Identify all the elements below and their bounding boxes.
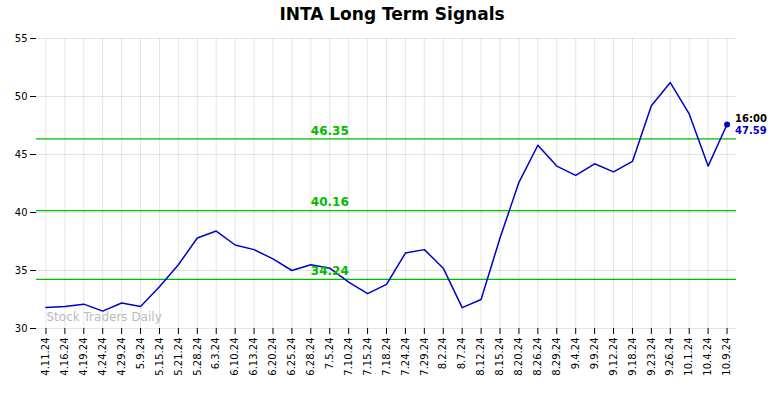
svg-text:6.28.24: 6.28.24 xyxy=(305,338,316,376)
svg-text:40.16: 40.16 xyxy=(311,195,349,209)
svg-text:5.28.24: 5.28.24 xyxy=(192,338,203,376)
svg-text:40: 40 xyxy=(15,207,28,218)
svg-text:7.18.24: 7.18.24 xyxy=(381,338,392,376)
svg-text:4.24.24: 4.24.24 xyxy=(97,338,108,376)
svg-text:6.3.24: 6.3.24 xyxy=(210,338,221,370)
svg-text:6.20.24: 6.20.24 xyxy=(267,338,278,376)
svg-text:55: 55 xyxy=(15,33,28,44)
svg-text:46.35: 46.35 xyxy=(311,124,349,138)
svg-text:8.29.24: 8.29.24 xyxy=(551,338,562,376)
svg-text:9.18.24: 9.18.24 xyxy=(627,338,638,376)
svg-text:7.15.24: 7.15.24 xyxy=(362,338,373,376)
svg-text:10.1.24: 10.1.24 xyxy=(683,338,694,376)
svg-text:Stock Traders Daily: Stock Traders Daily xyxy=(47,310,162,324)
svg-text:4.19.24: 4.19.24 xyxy=(78,338,89,376)
svg-text:5.9.24: 5.9.24 xyxy=(135,338,146,370)
svg-text:9.12.24: 9.12.24 xyxy=(608,338,619,376)
svg-text:6.25.24: 6.25.24 xyxy=(286,338,297,376)
svg-text:8.12.24: 8.12.24 xyxy=(475,338,486,376)
svg-text:7.29.24: 7.29.24 xyxy=(419,338,430,376)
svg-text:45: 45 xyxy=(15,149,28,160)
svg-text:6.10.24: 6.10.24 xyxy=(229,338,240,376)
svg-text:16:00: 16:00 xyxy=(735,113,767,124)
svg-text:9.9.24: 9.9.24 xyxy=(589,338,600,370)
svg-text:30: 30 xyxy=(15,323,28,334)
svg-text:6.13.24: 6.13.24 xyxy=(248,338,259,376)
svg-text:7.5.24: 7.5.24 xyxy=(324,338,335,370)
svg-text:8.26.24: 8.26.24 xyxy=(532,338,543,376)
svg-text:7.24.24: 7.24.24 xyxy=(400,338,411,376)
svg-text:8.20.24: 8.20.24 xyxy=(513,338,524,376)
svg-text:10.4.24: 10.4.24 xyxy=(702,338,713,376)
svg-text:4.29.24: 4.29.24 xyxy=(116,338,127,376)
svg-text:9.26.24: 9.26.24 xyxy=(664,338,675,376)
svg-text:8.15.24: 8.15.24 xyxy=(494,338,505,376)
svg-text:7.10.24: 7.10.24 xyxy=(343,338,354,376)
svg-text:35: 35 xyxy=(15,265,28,276)
svg-text:9.4.24: 9.4.24 xyxy=(570,338,581,370)
svg-text:5.21.24: 5.21.24 xyxy=(173,338,184,376)
svg-text:9.23.24: 9.23.24 xyxy=(646,338,657,376)
svg-text:47.59: 47.59 xyxy=(735,125,767,136)
html-text:INTA Long Term Signals: INTA Long Term Signals xyxy=(279,4,505,24)
svg-text:5.15.24: 5.15.24 xyxy=(154,338,165,376)
svg-text:8.2.24: 8.2.24 xyxy=(437,338,448,370)
svg-text:4.11.24: 4.11.24 xyxy=(40,338,51,376)
svg-text:8.7.24: 8.7.24 xyxy=(456,338,467,370)
svg-text:50: 50 xyxy=(15,91,28,102)
svg-text:4.16.24: 4.16.24 xyxy=(59,338,70,376)
svg-text:10.9.24: 10.9.24 xyxy=(721,338,732,376)
svg-text:34.24: 34.24 xyxy=(311,264,349,278)
